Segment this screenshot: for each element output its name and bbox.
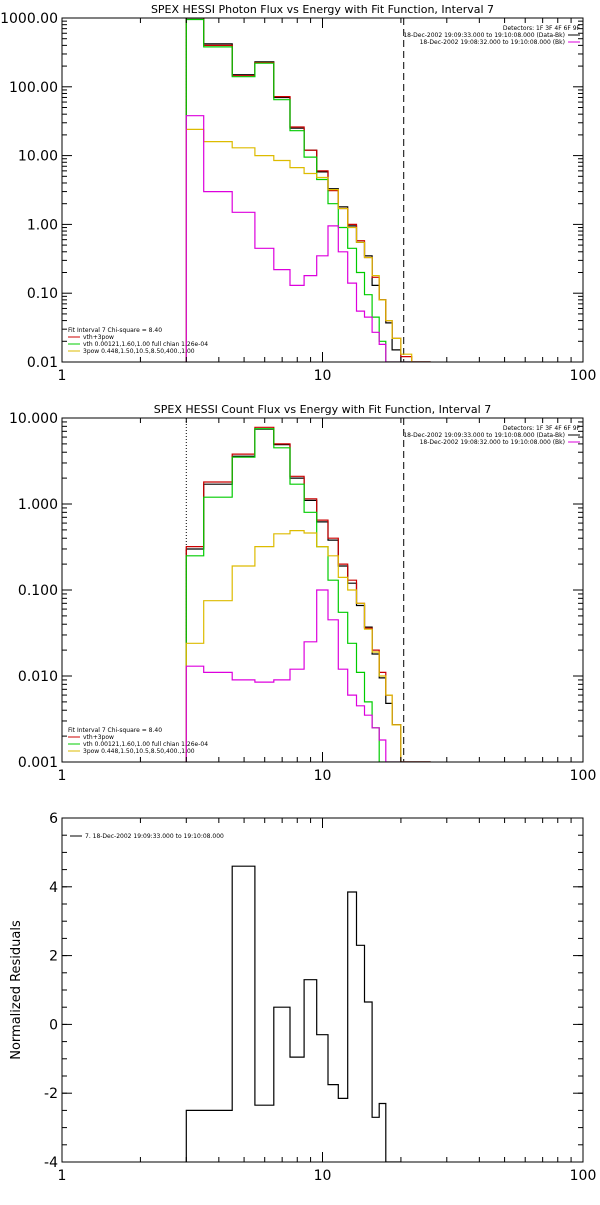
y-tick-label: 0.010 — [18, 669, 58, 685]
chart-title: SPEX HESSI Photon Flux vs Energy with Fi… — [151, 3, 494, 16]
legend-entry: 3pow 0.448,1.50,10.5,8.50,400.,1.00 — [83, 748, 195, 755]
x-tick-label: 10 — [314, 1168, 332, 1184]
y-tick-label: 0.10 — [27, 286, 58, 302]
y-tick-label: 6 — [49, 811, 58, 827]
legend-entry: vth 0.00121,1.60,1.00 full chian 1.26e-0… — [83, 741, 208, 748]
series-line-bk — [185, 115, 431, 362]
legend-entry: 18-Dec-2002 19:08:32.000 to 19:10:08.000… — [420, 439, 565, 446]
y-tick-label: 0.001 — [18, 755, 58, 771]
series-line-bk — [185, 589, 431, 762]
y-tick-label: 100.00 — [9, 80, 58, 96]
chart-panel-residuals: 1 10 100 6 4 2 0 -2 -4 Normalized Residuals 7. 18-… — [9, 811, 596, 1184]
series-group — [185, 18, 431, 362]
series-line-residuals — [185, 865, 401, 1162]
series-line-3pow — [185, 128, 431, 362]
y-axis-label: Normalized Residuals — [9, 920, 24, 1060]
legend-bottom-left: Fit Interval 7 Chi-square = 8.40vth+3pow… — [68, 727, 208, 755]
y-tick-label: 0 — [49, 1017, 58, 1033]
legend-entry: Detectors: 1F 3F 4F 6F 9F — [503, 425, 581, 432]
y-tick-label: 1000.00 — [0, 11, 58, 27]
series-line-data-bk — [185, 428, 431, 762]
y-tick-label: 1.00 — [27, 217, 58, 233]
legend-entry: vth+3pow — [83, 734, 114, 741]
legend-entry: Fit Interval 7 Chi-square = 8.40 — [68, 327, 162, 334]
legend-bottom-left: Fit Interval 7 Chi-square = 8.40vth+3pow… — [68, 327, 208, 355]
legend-entry: Fit Interval 7 Chi-square = 8.40 — [68, 727, 162, 734]
legend-entry: 3pow 0.448,1.50,10.5,8.50,400.,1.00 — [83, 348, 195, 355]
y-tick-label: 10.000 — [9, 411, 58, 427]
y-tick-label: 0.100 — [18, 583, 58, 599]
legend-entry: 18-Dec-2002 19:09:33.000 to 19:10:08.000… — [403, 32, 565, 39]
series-line-vth-3pow — [185, 426, 431, 762]
x-tick-label: 1 — [58, 768, 67, 784]
x-tick-label: 10 — [314, 768, 332, 784]
legend-top-left: 7. 18-Dec-2002 19:09:33.000 to 19:10:08.… — [70, 833, 224, 840]
legend-entry: 18-Dec-2002 19:08:32.000 to 19:10:08.000… — [420, 39, 565, 46]
y-tick-label: 2 — [49, 949, 58, 965]
x-tick-label: 100 — [570, 368, 597, 384]
series-line-vth — [185, 428, 431, 762]
y-tick-label: 10.00 — [18, 149, 58, 165]
x-tick-label: 100 — [570, 768, 597, 784]
x-tick-label: 1 — [58, 1168, 67, 1184]
series-line-vth — [185, 18, 431, 362]
plot-frame — [61, 17, 584, 363]
y-tick-label: -2 — [44, 1086, 58, 1102]
legend-entry: Detectors: 1F 3F 4F 6F 9F — [503, 25, 581, 32]
y-tick-label: 1.000 — [18, 497, 58, 513]
x-tick-label: 100 — [570, 1168, 597, 1184]
y-tick-label: -4 — [44, 1155, 58, 1171]
series-group — [185, 426, 431, 762]
x-tick-label: 10 — [314, 368, 332, 384]
y-tick-label: 4 — [49, 880, 58, 896]
series-line-data-bk — [185, 18, 431, 362]
chart-panel-count: SPEX HESSI Count Flux vs Energy with Fit… — [9, 403, 596, 784]
legend-entry: vth 0.00121,1.60,1.00 full chian 1.26e-0… — [83, 341, 208, 348]
chart-title: SPEX HESSI Count Flux vs Energy with Fit… — [154, 403, 491, 416]
series-group — [185, 865, 401, 1162]
x-tick-label: 1 — [58, 368, 67, 384]
chart-panel-photon: SPEX HESSI Photon Flux vs Energy with Fi… — [0, 3, 596, 384]
plot-frame — [61, 817, 584, 1163]
y-tick-label: 0.01 — [27, 355, 58, 371]
legend-entry: vth+3pow — [83, 334, 114, 341]
legend-entry: 7. 18-Dec-2002 19:09:33.000 to 19:10:08.… — [85, 833, 224, 840]
series-line-3pow — [185, 530, 431, 762]
series-line-vth-3pow — [185, 18, 431, 362]
legend-entry: 18-Dec-2002 19:09:33.000 to 19:10:08.000… — [403, 432, 565, 439]
